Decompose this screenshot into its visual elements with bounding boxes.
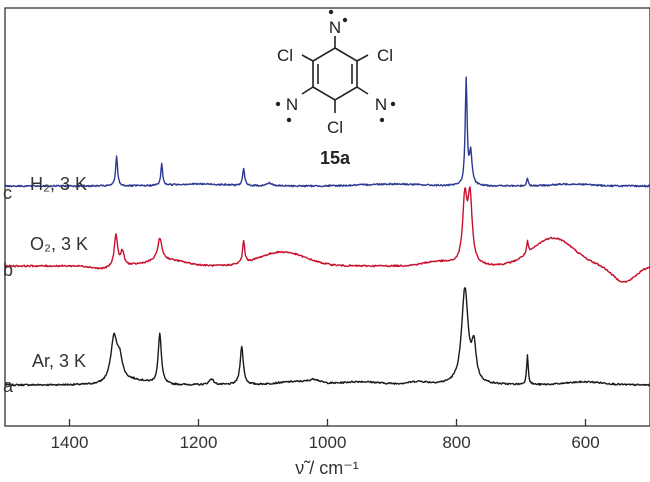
- bond-cl-top-left: [301, 54, 314, 62]
- atom-n-top: N: [329, 18, 341, 37]
- trace-o2: [4, 186, 650, 283]
- molecule-labels: N Cl Cl N N Cl 15a: [275, 9, 396, 168]
- trace-letter-c: c: [3, 183, 12, 203]
- atom-cl-bottom: Cl: [327, 118, 343, 137]
- benzene-ring: [312, 47, 358, 101]
- trace-letter-b: b: [3, 260, 13, 280]
- x-tick-label-1200: 1200: [180, 433, 218, 452]
- x-tick-label-1400: 1400: [51, 433, 89, 452]
- trace-label-ar: Ar, 3 K: [32, 351, 86, 371]
- x-tick-label-600: 600: [571, 433, 599, 452]
- bond-n-left: [301, 86, 314, 95]
- traces: [4, 76, 650, 387]
- atom-cl-top-left: Cl: [277, 46, 293, 65]
- x-axis-title: ν̃ / cm⁻¹: [295, 458, 359, 478]
- radical-dot-right: [390, 101, 396, 107]
- bond-cl-top-right: [356, 54, 369, 62]
- radical-dot-top: [328, 9, 334, 15]
- atom-cl-top-right: Cl: [377, 46, 393, 65]
- atom-n-left: N: [286, 95, 298, 114]
- x-axis-ticks: 1400 1200 1000 800 600: [51, 419, 600, 452]
- x-tick-label-1000: 1000: [309, 433, 347, 452]
- plot-frame: [4, 7, 650, 427]
- atom-n-right: N: [375, 95, 387, 114]
- compound-label: 15a: [320, 148, 351, 168]
- trace-h2: [4, 76, 650, 188]
- bond-n-right: [356, 86, 369, 95]
- trace-labels: c b a H₂, 3 K O₂, 3 K Ar, 3 K: [3, 174, 88, 396]
- trace-letter-a: a: [3, 376, 14, 396]
- molecule-structure: [301, 36, 369, 113]
- trace-label-o2: O₂, 3 K: [30, 234, 88, 254]
- radical-dot-right-lower: [379, 117, 385, 123]
- radical-dot-left: [275, 101, 281, 107]
- trace-ar: [4, 287, 650, 387]
- trace-label-h2: H₂, 3 K: [30, 174, 87, 194]
- x-tick-label-800: 800: [442, 433, 470, 452]
- radical-dot-top-right: [342, 17, 348, 23]
- radical-dot-left-lower: [286, 117, 292, 123]
